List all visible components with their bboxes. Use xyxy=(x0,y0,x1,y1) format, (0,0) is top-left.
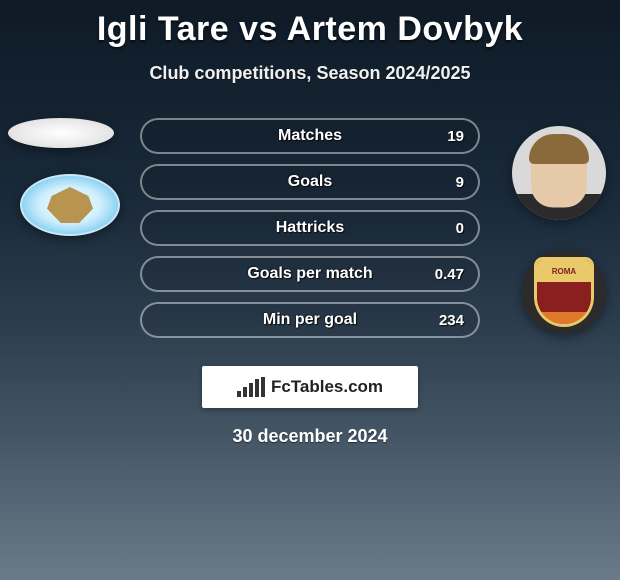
stat-value-right: 9 xyxy=(456,174,464,191)
avatar-hair xyxy=(529,134,589,164)
roma-shield-icon: ROMA xyxy=(537,260,591,324)
stat-row: Goals9 xyxy=(140,164,480,200)
subtitle: Club competitions, Season 2024/2025 xyxy=(0,63,620,84)
club-badge-lazio xyxy=(20,174,120,236)
roma-shield-top: ROMA xyxy=(537,260,591,282)
stat-label: Hattricks xyxy=(142,219,478,237)
lazio-eagle-icon xyxy=(47,187,93,223)
branding-badge: FcTables.com xyxy=(202,366,418,408)
stat-rows: Matches19 Goals9 Hattricks0 Goals per match… xyxy=(140,118,480,348)
stat-value-right: 19 xyxy=(447,128,464,145)
stat-row: Hattricks0 xyxy=(140,210,480,246)
stat-value-right: 0.47 xyxy=(435,266,464,283)
roma-shield-bot xyxy=(537,312,591,324)
stat-label: Goals xyxy=(142,173,478,191)
stat-row: Min per goal234 xyxy=(140,302,480,338)
branding-bars-icon xyxy=(237,377,265,397)
roma-shield-mid xyxy=(537,282,591,312)
stat-row: Matches19 xyxy=(140,118,480,154)
player-left-avatar xyxy=(8,118,114,148)
stat-value-right: 0 xyxy=(456,220,464,237)
club-badge-roma: ROMA xyxy=(522,250,606,334)
content-area: ROMA Matches19 Goals9 Hattricks0 Goals per … xyxy=(0,118,620,348)
comparison-card: Igli Tare vs Artem Dovbyk Club competiti… xyxy=(0,0,620,580)
player-right-avatar xyxy=(512,126,606,220)
branding-text: FcTables.com xyxy=(271,377,383,397)
stat-label: Goals per match xyxy=(142,265,478,283)
stat-label: Matches xyxy=(142,127,478,145)
stat-label: Min per goal xyxy=(142,311,478,329)
page-title: Igli Tare vs Artem Dovbyk xyxy=(0,10,620,49)
stat-value-right: 234 xyxy=(439,312,464,329)
footer-date: 30 december 2024 xyxy=(0,426,620,447)
stat-row: Goals per match0.47 xyxy=(140,256,480,292)
